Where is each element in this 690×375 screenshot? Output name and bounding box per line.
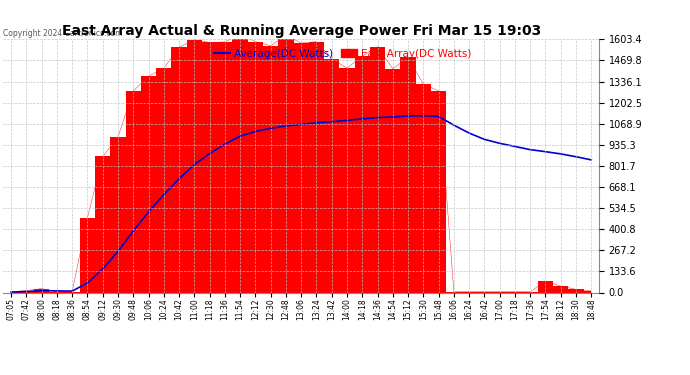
Title: East Array Actual & Running Average Power Fri Mar 15 19:03: East Array Actual & Running Average Powe… — [61, 24, 541, 38]
Legend: Average(DC Watts), East Array(DC Watts): Average(DC Watts), East Array(DC Watts) — [210, 45, 475, 63]
Text: Copyright 2024 Cartronics.com: Copyright 2024 Cartronics.com — [3, 29, 123, 38]
